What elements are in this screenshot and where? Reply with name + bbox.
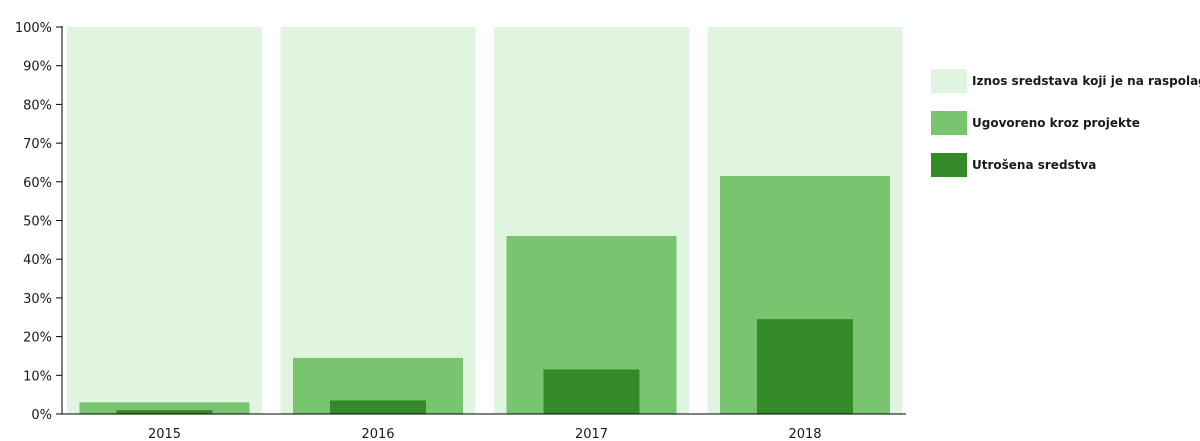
- x-tick-label: 2017: [575, 427, 608, 441]
- y-tick-label: 40%: [23, 253, 52, 268]
- y-tick-label: 30%: [23, 292, 52, 307]
- bars-layer: [67, 27, 903, 414]
- legend-label: Iznos sredstava koji je na raspolaganju: [972, 74, 1200, 88]
- y-tick-label: 10%: [23, 369, 52, 384]
- y-tick-label: 50%: [23, 215, 52, 230]
- legend-label: Utrošena sredstva: [972, 158, 1096, 172]
- y-tick-label: 0%: [31, 408, 52, 423]
- y-tick-label: 20%: [23, 331, 52, 346]
- spent-bar-2016: [330, 400, 426, 414]
- x-tick-label: 2016: [361, 427, 394, 441]
- available-bar-2015: [67, 27, 262, 414]
- axes-layer: 2015 2016 2017 2018 0% 10% 20% 30% 40% 50% 60% 70% 8…: [15, 21, 906, 441]
- y-tick-label: 80%: [23, 98, 52, 113]
- legend-item-contracted: Ugovoreno kroz projekte: [931, 111, 1140, 135]
- available-bar-2016: [280, 27, 476, 414]
- legend-swatch: [931, 111, 967, 135]
- y-tick-label: 70%: [23, 137, 52, 152]
- y-tick-label: 60%: [23, 176, 52, 191]
- x-tick-label: 2015: [148, 427, 181, 441]
- y-tick-label: 90%: [23, 60, 52, 75]
- contracted-bar-2015: [79, 402, 250, 414]
- legend-item-spent: Utrošena sredstva: [931, 153, 1096, 177]
- legend-swatch: [931, 69, 967, 93]
- legend-swatch: [931, 153, 967, 177]
- spent-bar-2017: [543, 369, 640, 414]
- spent-bar-2018: [757, 319, 853, 414]
- spent-bar-2015: [116, 410, 213, 414]
- legend-item-available: Iznos sredstava koji je na raspolaganju: [931, 69, 1200, 93]
- legend: Iznos sredstava koji je na raspolaganju U…: [931, 69, 1200, 177]
- legend-label: Ugovoreno kroz projekte: [972, 116, 1140, 130]
- x-tick-label: 2018: [788, 427, 821, 441]
- y-tick-label: 100%: [15, 21, 52, 36]
